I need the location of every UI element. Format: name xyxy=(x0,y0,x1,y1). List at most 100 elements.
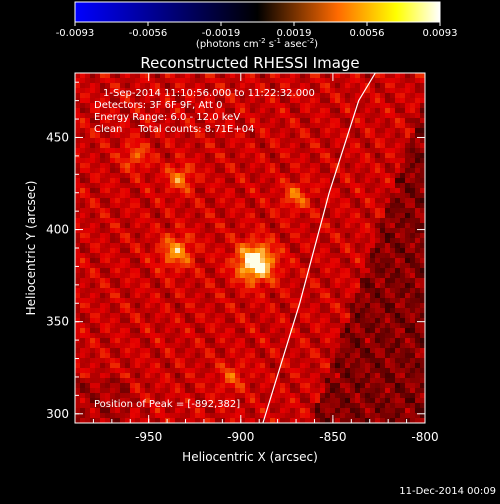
heatmap-cell xyxy=(85,203,91,209)
heatmap-cell xyxy=(405,183,411,189)
heatmap-cell xyxy=(235,233,241,239)
heatmap-cell xyxy=(255,283,261,289)
heatmap-cell xyxy=(355,328,361,334)
heatmap-cell xyxy=(130,173,136,179)
heatmap-cell xyxy=(260,148,266,154)
heatmap-cell xyxy=(210,383,216,389)
heatmap-cell xyxy=(220,148,226,154)
heatmap-cell xyxy=(375,388,381,394)
heatmap-cell xyxy=(400,273,406,279)
heatmap-cell xyxy=(305,148,311,154)
heatmap-cell xyxy=(260,393,266,399)
heatmap-cell xyxy=(310,263,316,269)
heatmap-cell xyxy=(390,243,396,249)
heatmap-cell xyxy=(365,298,371,304)
heatmap-cell xyxy=(255,303,261,309)
heatmap-cell xyxy=(275,388,281,394)
heatmap-cell xyxy=(215,398,221,404)
heatmap-cell xyxy=(335,293,341,299)
heatmap-cell xyxy=(385,138,391,144)
heatmap-cell xyxy=(390,298,396,304)
heatmap-cell xyxy=(110,103,116,109)
heatmap-cell xyxy=(230,178,236,184)
heatmap-cell xyxy=(80,268,86,274)
heatmap-cell xyxy=(245,128,251,134)
heatmap-cell xyxy=(210,83,216,89)
x-tick-label: -950 xyxy=(135,430,162,444)
heatmap-cell xyxy=(375,158,381,164)
heatmap-cell xyxy=(155,323,161,329)
heatmap-cell xyxy=(370,378,376,384)
heatmap-cell xyxy=(280,173,286,179)
heatmap-cell xyxy=(310,143,316,149)
heatmap-cell xyxy=(165,303,171,309)
heatmap-cell xyxy=(310,303,316,309)
heatmap-cell xyxy=(355,148,361,154)
heatmap-cell xyxy=(360,83,366,89)
heatmap-cell xyxy=(75,158,81,164)
heatmap-cell xyxy=(290,193,296,199)
heatmap-cell xyxy=(90,183,96,189)
heatmap-cell xyxy=(115,168,121,174)
heatmap-cell xyxy=(270,178,276,184)
heatmap-cell xyxy=(360,253,366,259)
heatmap-cell xyxy=(365,283,371,289)
heatmap-cell xyxy=(260,93,266,99)
heatmap-cell xyxy=(245,323,251,329)
heatmap-cell xyxy=(85,118,91,124)
heatmap-cell xyxy=(355,88,361,94)
heatmap-cell xyxy=(170,388,176,394)
heatmap-cell xyxy=(275,103,281,109)
heatmap-cell xyxy=(220,328,226,334)
heatmap-cell xyxy=(165,278,171,284)
heatmap-cell xyxy=(90,233,96,239)
heatmap-cell xyxy=(405,313,411,319)
heatmap-cell xyxy=(145,388,151,394)
heatmap-cell xyxy=(320,393,326,399)
heatmap-cell xyxy=(280,348,286,354)
heatmap-cell xyxy=(405,233,411,239)
heatmap-cell xyxy=(305,263,311,269)
heatmap-cell xyxy=(175,138,181,144)
heatmap-cell xyxy=(310,373,316,379)
heatmap-cell xyxy=(405,263,411,269)
heatmap-cell xyxy=(395,253,401,259)
heatmap-cell xyxy=(210,303,216,309)
heatmap-cell xyxy=(185,223,191,229)
heatmap-cell xyxy=(175,108,181,114)
heatmap-cell xyxy=(360,238,366,244)
heatmap-cell xyxy=(150,333,156,339)
heatmap-cell xyxy=(255,128,261,134)
heatmap-cell xyxy=(150,388,156,394)
heatmap-cell xyxy=(225,133,231,139)
heatmap-cell xyxy=(410,418,416,423)
heatmap-cell xyxy=(170,123,176,129)
heatmap-cell xyxy=(200,348,206,354)
heatmap-cell xyxy=(415,243,421,249)
heatmap-cell xyxy=(220,198,226,204)
heatmap-cell xyxy=(310,418,316,423)
heatmap-cell xyxy=(250,273,256,279)
heatmap-cell xyxy=(295,403,301,409)
heatmap-cell xyxy=(200,408,206,414)
heatmap-cell xyxy=(305,123,311,129)
heatmap-cell xyxy=(130,128,136,134)
heatmap-cell xyxy=(105,88,111,94)
heatmap-cell xyxy=(275,203,281,209)
heatmap-cell xyxy=(120,323,126,329)
heatmap-cell xyxy=(115,343,121,349)
heatmap-cell xyxy=(75,103,81,109)
heatmap-cell xyxy=(155,83,161,89)
heatmap-cell xyxy=(410,358,416,364)
heatmap-cell xyxy=(130,263,136,269)
heatmap-cell xyxy=(270,168,276,174)
heatmap-cell xyxy=(375,358,381,364)
heatmap-cell xyxy=(175,278,181,284)
heatmap-cell xyxy=(175,183,181,189)
heatmap-cell xyxy=(105,113,111,119)
heatmap-cell xyxy=(380,133,386,139)
heatmap-cell xyxy=(165,333,171,339)
heatmap-cell xyxy=(390,83,396,89)
heatmap-cell xyxy=(135,328,141,334)
heatmap-cell xyxy=(300,338,306,344)
